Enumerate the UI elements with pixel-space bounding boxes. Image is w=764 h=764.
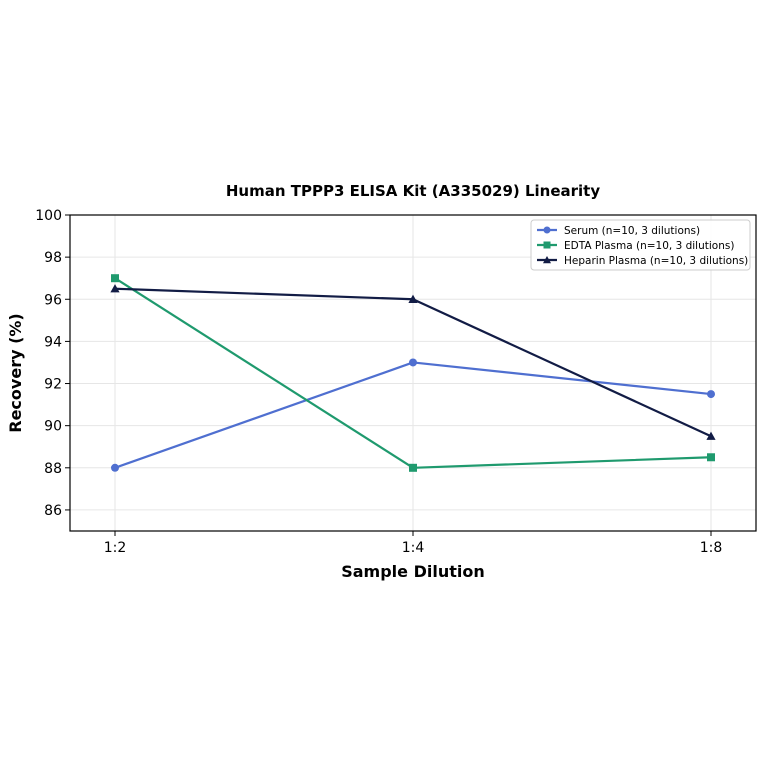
y-axis-label: Recovery (%) [6, 313, 25, 432]
legend-label: Serum (n=10, 3 dilutions) [564, 225, 700, 237]
legend-marker [543, 241, 551, 249]
data-point [707, 453, 715, 462]
legend-box [530, 219, 751, 271]
legend-label: Heparin Plasma (n=10, 3 dilutions) [564, 255, 748, 267]
y-tick-label: 90 [44, 419, 62, 435]
y-tick-label: 92 [44, 377, 62, 393]
y-tick-label: 86 [44, 503, 62, 519]
legend-item: Serum (n=10, 3 dilutions) [537, 225, 700, 237]
x-tick-label: 1:2 [104, 540, 127, 556]
legend-item: EDTA Plasma (n=10, 3 dilutions) [537, 240, 734, 252]
legend-label: EDTA Plasma (n=10, 3 dilutions) [564, 240, 734, 252]
legend: Serum (n=10, 3 dilutions) EDTA Plasma (n=… [530, 219, 751, 271]
y-tick-label: 96 [44, 292, 62, 308]
legend-marker [542, 255, 552, 264]
data-point [110, 284, 120, 293]
series-triangle [110, 284, 716, 440]
x-axis-ticks: 1:2 1:4 1:8 [104, 531, 723, 556]
x-tick-label: 1:8 [700, 540, 723, 556]
x-tick-label: 1:4 [402, 540, 425, 556]
chart-title: Human TPPP3 ELISA Kit (A335029) Linearit… [226, 182, 600, 200]
series-square [111, 274, 715, 472]
x-axis-label: Sample Dilution [341, 562, 485, 581]
series-layer [110, 274, 716, 472]
data-point [111, 463, 119, 472]
legend-marker [543, 226, 551, 234]
y-tick-label: 98 [44, 250, 62, 266]
y-tick-label: 88 [44, 461, 62, 477]
data-point [409, 358, 417, 367]
y-axis-ticks: 86 88 90 92 94 96 98 100 [35, 208, 70, 519]
legend-item: Heparin Plasma (n=10, 3 dilutions) [537, 255, 748, 267]
data-point [408, 294, 418, 303]
data-point [706, 431, 716, 440]
series-circle [111, 358, 715, 472]
data-point [409, 463, 417, 472]
y-tick-label: 94 [44, 334, 62, 350]
data-point [111, 274, 119, 283]
y-tick-label: 100 [35, 208, 62, 224]
data-point [707, 390, 715, 399]
